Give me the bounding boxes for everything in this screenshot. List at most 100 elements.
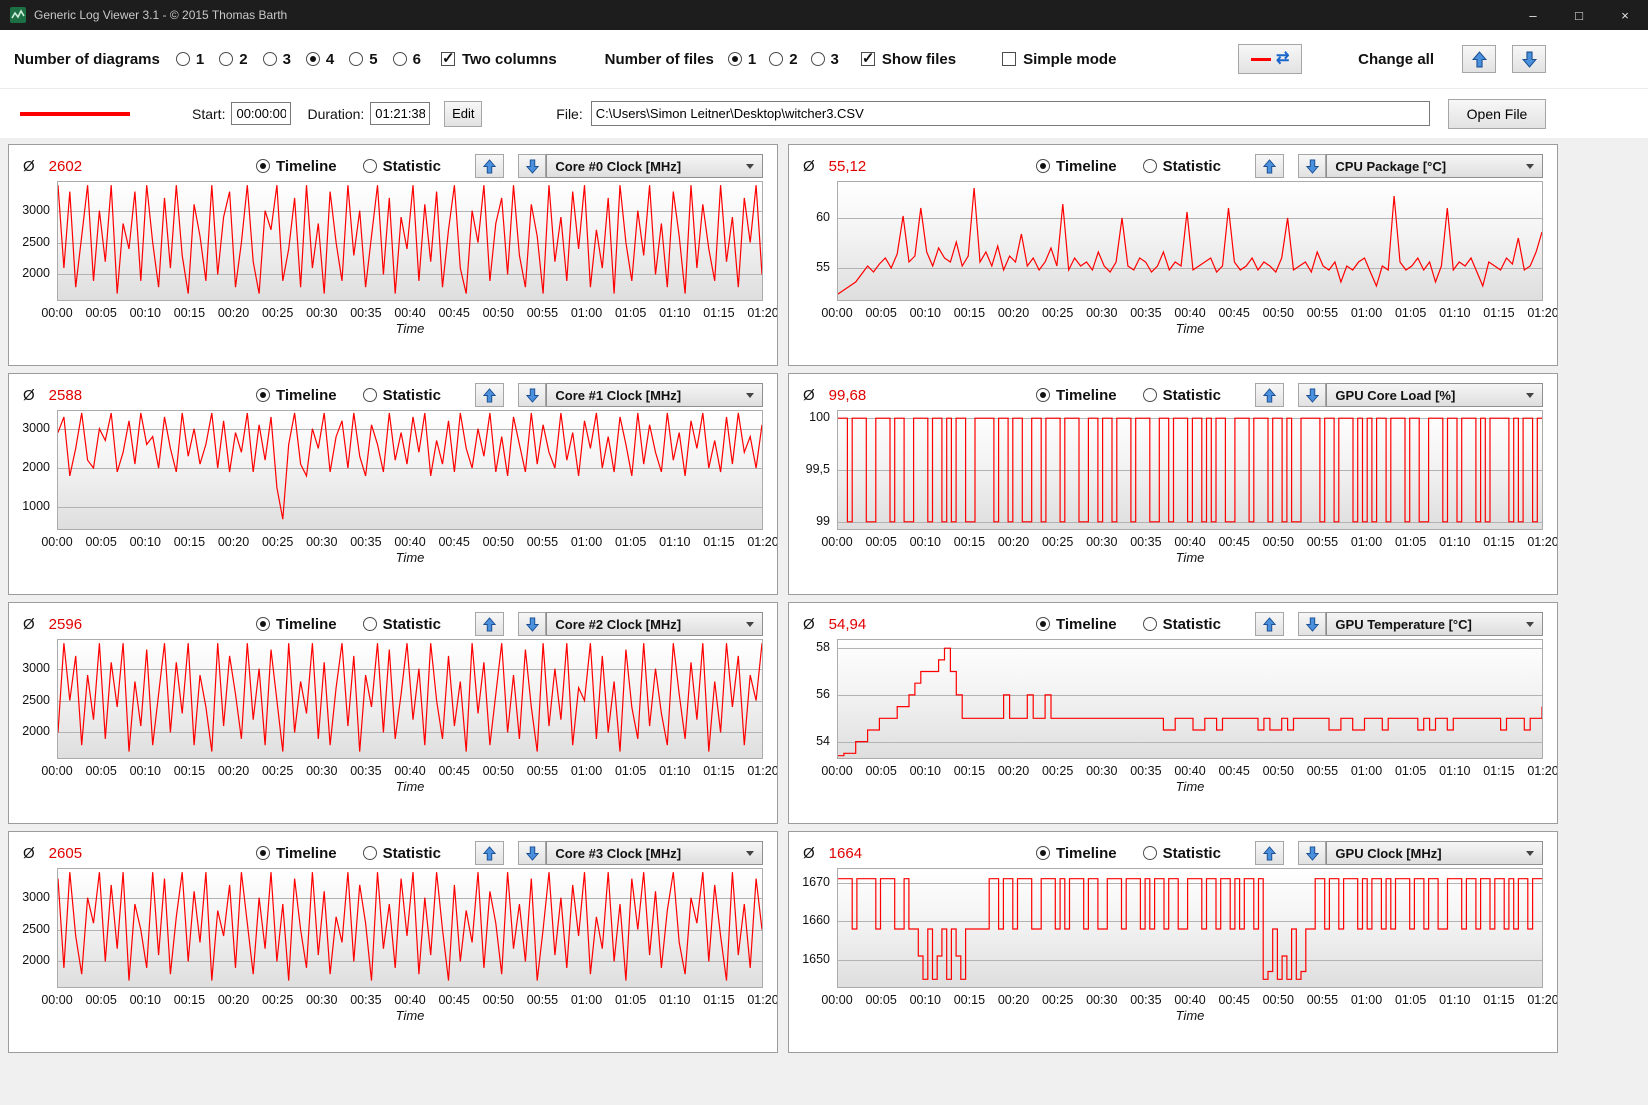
move-up-button[interactable] (1254, 154, 1284, 178)
move-up-button[interactable] (474, 154, 504, 178)
timeline-radio[interactable]: Timeline (256, 845, 337, 862)
move-up-button[interactable] (474, 383, 504, 407)
metric-select[interactable]: Core #0 Clock [MHz] (546, 154, 763, 178)
timeline-radio[interactable]: Timeline (256, 387, 337, 404)
move-down-button[interactable] (1297, 154, 1327, 178)
move-up-button[interactable] (1254, 612, 1284, 636)
statistic-radio[interactable]: Statistic (1142, 844, 1221, 862)
y-tick-label: 58 (816, 640, 830, 655)
chart-plot[interactable] (837, 181, 1543, 301)
diagram-count-radio-1[interactable]: 1 (175, 51, 204, 68)
gridline (838, 268, 1542, 269)
minimize-button[interactable]: – (1510, 0, 1556, 30)
move-up-button[interactable] (1254, 383, 1284, 407)
move-down-button[interactable] (1297, 841, 1327, 865)
statistic-radio[interactable]: Statistic (362, 387, 441, 404)
file-count-radio-3[interactable]: 3 (810, 51, 839, 68)
chart-plot[interactable] (837, 868, 1543, 988)
y-tick-label: 1650 (802, 951, 830, 966)
metric-select[interactable]: Core #3 Clock [MHz] (546, 841, 763, 865)
timeline-radio[interactable]: Timeline (256, 158, 337, 175)
chart-plot[interactable] (837, 639, 1543, 759)
chart-plot[interactable] (837, 410, 1543, 530)
x-tick-label: 00:25 (1041, 306, 1074, 320)
x-tick-label: 00:30 (306, 306, 338, 320)
sync-color-button[interactable]: ⇄ (1238, 44, 1303, 74)
move-up-button[interactable] (474, 612, 504, 636)
diagram-count-radio-5[interactable]: 5 (349, 51, 378, 68)
change-all-down-button[interactable] (1512, 45, 1546, 73)
open-file-button[interactable]: Open File (1448, 98, 1546, 129)
chevron-down-icon (1526, 392, 1534, 398)
timeline-radio[interactable]: Timeline (1036, 158, 1117, 175)
diagram-count-group: 1 2 3 4 5 6 (175, 51, 421, 68)
diagram-count-radio-3[interactable]: 3 (262, 51, 291, 68)
timeline-radio[interactable]: Timeline (256, 616, 337, 633)
file-color-swatch[interactable] (20, 111, 130, 116)
app-icon (10, 7, 26, 23)
timeline-label: Timeline (1056, 615, 1117, 633)
move-up-button[interactable] (474, 841, 504, 865)
statistic-radio[interactable]: Statistic (362, 158, 441, 175)
statistic-radio[interactable]: Statistic (1142, 158, 1221, 175)
y-axis-labels: 1670 1660 1650 (789, 868, 837, 988)
metric-select[interactable]: CPU Package [°C] (1326, 154, 1543, 178)
diagram-count-radio-6[interactable]: 6 (392, 51, 421, 68)
move-down-button[interactable] (517, 383, 547, 407)
y-tick-label: 54 (816, 733, 830, 748)
duration-input[interactable] (370, 102, 431, 125)
timeline-radio[interactable]: Timeline (1036, 387, 1117, 404)
chart-plot[interactable] (57, 639, 763, 759)
show-files-checkbox[interactable]: Show files (860, 49, 956, 68)
x-tick-label: 00:30 (1086, 993, 1118, 1007)
average-readout: Ø 54,94 (803, 616, 1036, 633)
file-path-input[interactable] (590, 101, 1430, 126)
metric-label: GPU Core Load [%] (1335, 387, 1456, 403)
file-count-radio-1[interactable]: 1 (727, 51, 756, 68)
chart-plot[interactable] (57, 410, 763, 530)
average-readout: Ø 99,68 (803, 387, 1036, 404)
x-tick-label: 00:15 (173, 306, 206, 320)
simple-mode-checkbox[interactable]: Simple mode (1002, 51, 1116, 68)
radio-icon (362, 388, 377, 402)
x-tick-label: 00:55 (1306, 535, 1339, 549)
statistic-radio[interactable]: Statistic (362, 616, 441, 633)
radio-icon (392, 52, 407, 66)
statistic-radio[interactable]: Statistic (362, 845, 441, 862)
close-button[interactable]: × (1602, 0, 1648, 30)
two-columns-checkbox[interactable]: Two columns (440, 49, 557, 68)
statistic-label: Statistic (1162, 844, 1221, 862)
chart-plot[interactable] (57, 181, 763, 301)
statistic-radio[interactable]: Statistic (1142, 616, 1221, 633)
change-all-up-button[interactable] (1462, 45, 1496, 73)
x-tick-label: 01:05 (614, 764, 647, 778)
diagram-count-radio-2[interactable]: 2 (219, 51, 248, 68)
statistic-radio[interactable]: Statistic (1142, 387, 1221, 404)
move-down-button[interactable] (1297, 383, 1327, 407)
chart-zone: 3000 2000 1000 (9, 410, 777, 530)
timeline-radio[interactable]: Timeline (1036, 845, 1117, 862)
metric-select[interactable]: GPU Core Load [%] (1326, 383, 1543, 407)
file-count-radio-2[interactable]: 2 (769, 51, 798, 68)
move-up-button[interactable] (1254, 841, 1284, 865)
move-down-button[interactable] (517, 841, 547, 865)
timeline-label: Timeline (276, 844, 337, 862)
title-bar[interactable]: Generic Log Viewer 3.1 - © 2015 Thomas B… (0, 0, 1648, 30)
metric-select[interactable]: Core #2 Clock [MHz] (546, 612, 763, 636)
metric-select[interactable]: GPU Clock [MHz] (1326, 841, 1543, 865)
timeline-radio[interactable]: Timeline (1036, 616, 1117, 633)
x-tick-label: 00:00 (821, 764, 853, 778)
metric-select[interactable]: GPU Temperature [°C] (1326, 612, 1543, 636)
x-tick-label: 00:55 (1306, 993, 1339, 1007)
move-down-button[interactable] (1297, 612, 1327, 636)
x-axis-labels: 00:00 00:05 00:10 00:15 00:20 00:25 00:30 00:35… (41, 304, 777, 321)
move-down-button[interactable] (517, 612, 547, 636)
edit-button[interactable]: Edit (444, 100, 483, 127)
diagram-count-radio-4[interactable]: 4 (305, 51, 334, 68)
maximize-button[interactable]: □ (1556, 0, 1602, 30)
metric-select[interactable]: Core #1 Clock [MHz] (546, 383, 763, 407)
chart-plot[interactable] (57, 868, 763, 988)
start-input[interactable] (231, 102, 292, 125)
x-tick-label: 01:10 (659, 306, 691, 320)
move-down-button[interactable] (517, 154, 547, 178)
